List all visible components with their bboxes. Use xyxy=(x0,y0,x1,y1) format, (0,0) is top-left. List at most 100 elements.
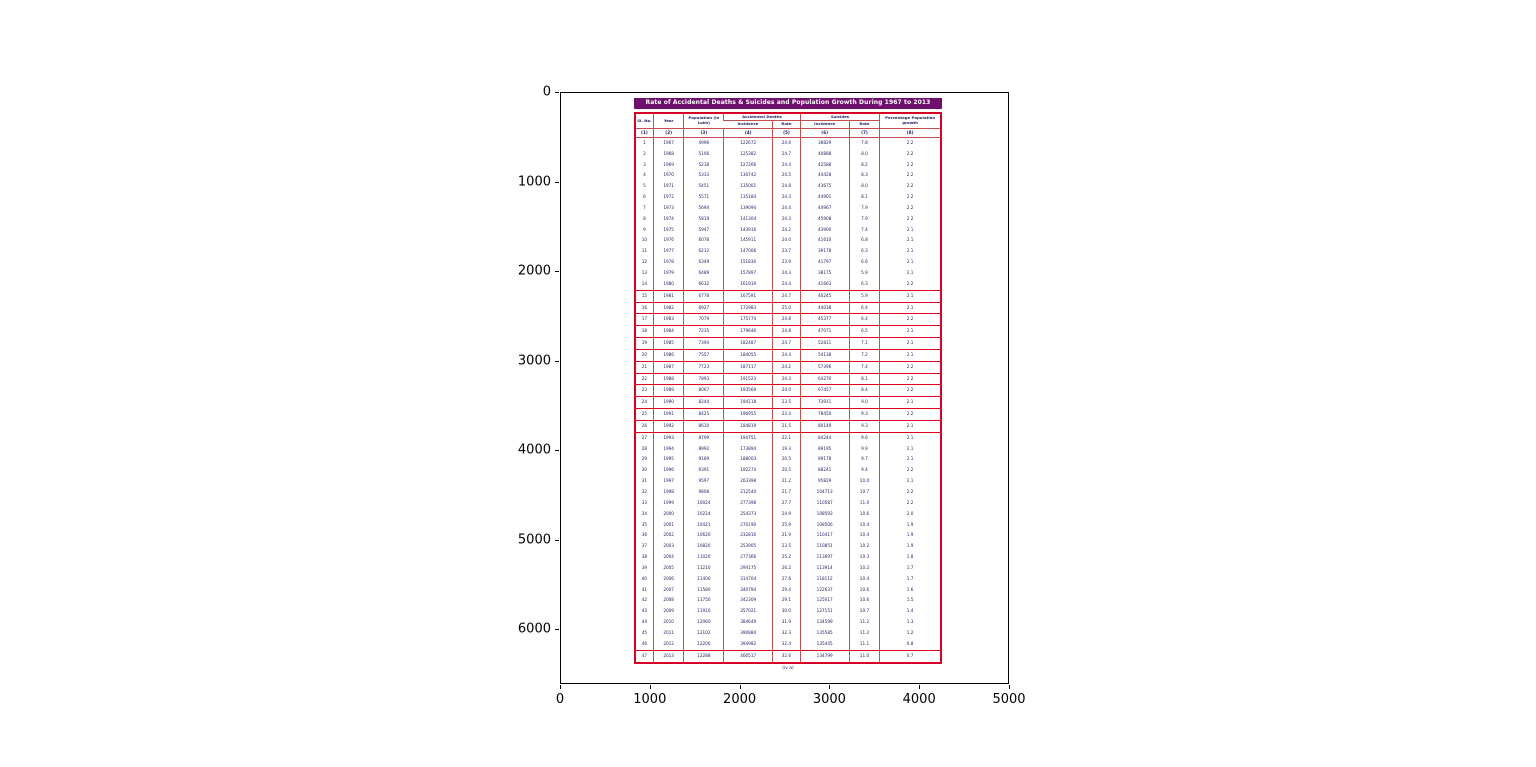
table-cell: 2.1 xyxy=(879,267,941,279)
table-cell: 1988 xyxy=(652,372,684,386)
table-cell: 253905 xyxy=(723,541,773,553)
table-cell: 52811 xyxy=(799,337,850,350)
table-cell: 7.1 xyxy=(848,337,880,350)
table-cell: 45377 xyxy=(799,313,850,327)
table-cell: 1996 xyxy=(652,465,684,477)
table-cell: 46 xyxy=(641,640,648,646)
table-cell: 89178 xyxy=(799,454,850,466)
x-tick-label: 1000 xyxy=(633,692,667,707)
table-cell: 1.9 xyxy=(879,530,941,542)
table-cell: 2011 xyxy=(652,627,684,639)
table-cell: 1970 xyxy=(652,170,684,182)
table-cell: 21.7 xyxy=(772,487,801,498)
table-cell: 9.3 xyxy=(848,419,880,433)
table-cell: 10.6 xyxy=(848,508,880,520)
table-cell: 18 xyxy=(635,325,654,339)
table-cell: 5947 xyxy=(683,224,724,236)
table-cell: 21.5 xyxy=(772,419,801,433)
x-tick-label: 4000 xyxy=(902,692,936,707)
table-cell: 24.3 xyxy=(772,267,801,279)
table-cell: 6.4 xyxy=(848,313,880,327)
table-row: 4 1970 5333 130742 24.5 44428 8.3 2.2 xyxy=(635,170,941,182)
table-cell: 135001 xyxy=(723,181,773,193)
table-cell: 270190 xyxy=(723,519,773,531)
table-cell: 7557 xyxy=(683,348,724,362)
table-cell: 29.1 xyxy=(772,595,801,607)
table-cell: 2009 xyxy=(652,606,684,618)
table-cell: 24.7 xyxy=(772,337,801,350)
table-cell: 84244 xyxy=(799,432,850,444)
table-row: 42 2008 11750 342309 29.1 125017 10.6 1.5 xyxy=(635,595,941,607)
table-cell: 110851 xyxy=(799,541,850,553)
table-cell: 41797 xyxy=(799,257,850,268)
table-cell: 2.2 xyxy=(879,487,941,498)
table-row: 6 1972 5571 135184 24.3 44901 8.1 2.2 xyxy=(635,192,941,203)
table-cell: 1.8 xyxy=(879,552,941,563)
table-row: 3 1969 5218 127266 24.4 42588 8.2 2.2 xyxy=(635,159,941,171)
table-cell: 1.5 xyxy=(879,595,941,607)
table-row: 33 1999 10024 277398 27.7 110587 11.0 2.2 xyxy=(635,497,941,509)
table-cell: 23.9 xyxy=(772,257,801,268)
table-cell: 5 xyxy=(643,183,646,189)
table-cell: 12 xyxy=(641,259,648,265)
table-cell: 6.4 xyxy=(848,301,880,315)
table-cell: 10.7 xyxy=(848,487,880,498)
table-cell: 1983 xyxy=(652,313,684,327)
header-ad-incidence: Incidence xyxy=(723,120,773,129)
table-cell: 24.3 xyxy=(772,192,801,203)
table-cell: 2.1 xyxy=(879,476,941,488)
table-cell: 43675 xyxy=(799,181,850,193)
table-cell: 8425 xyxy=(683,408,724,421)
table-row: 17 1983 7079 175774 24.8 45377 6.4 2.2 xyxy=(635,313,941,327)
table-cell: 24.4 xyxy=(772,202,801,214)
table-cell: 47071 xyxy=(799,325,850,339)
table-cell: 30.0 xyxy=(772,606,801,618)
table-cell: 4996 xyxy=(683,137,724,149)
table-cell: 24.0 xyxy=(772,235,801,247)
table-row: 9 1975 5947 143916 24.2 43900 7.4 2.1 xyxy=(635,224,941,236)
table-cell: 0.7 xyxy=(879,649,941,663)
table-cell: 2006 xyxy=(652,573,684,585)
table-cell: 6778 xyxy=(683,289,724,303)
table-cell: 10.2 xyxy=(848,562,880,574)
table-cell: 113914 xyxy=(799,562,850,574)
table-cell: 400517 xyxy=(723,649,773,663)
table-cell: 11.0 xyxy=(848,497,880,509)
table-cell: 24.8 xyxy=(772,181,801,193)
table-cell: 1992 xyxy=(652,419,684,433)
table-cell: 32 xyxy=(641,489,648,495)
table-cell: 108506 xyxy=(799,519,850,531)
table-cell: 9.7 xyxy=(848,454,880,466)
table-cell: 2.2 xyxy=(879,384,941,398)
table-cell: 2013 xyxy=(652,649,684,663)
table-cell: 8.1 xyxy=(848,192,880,203)
table-cell: 26.2 xyxy=(772,562,801,574)
table-cell: 24.2 xyxy=(772,224,801,236)
table-cell: 2005 xyxy=(652,562,684,574)
table-cell: 2.2 xyxy=(879,408,941,421)
table-cell: 2.1 xyxy=(879,289,941,303)
table-cell: 38 xyxy=(641,554,648,560)
table-cell: 23.5 xyxy=(772,396,801,410)
y-tick-label: 3000 xyxy=(517,353,551,368)
table-cell: 39178 xyxy=(799,246,850,258)
y-tick-mark xyxy=(555,539,559,541)
table-cell: 23.7 xyxy=(772,246,801,258)
table-cell: 192274 xyxy=(723,465,773,477)
table-cell: 110587 xyxy=(799,497,850,509)
table-cell: 196955 xyxy=(723,408,773,421)
x-tick-label: 3000 xyxy=(812,692,846,707)
table-cell: 25.9 xyxy=(772,519,801,531)
table-cell: 31.9 xyxy=(772,617,801,628)
table-cell: 6.3 xyxy=(848,246,880,258)
table-cell: 24.4 xyxy=(772,159,801,171)
header-year: Year xyxy=(652,112,684,129)
table-cell: 2.2 xyxy=(879,202,941,214)
table-cell: 13 xyxy=(641,269,648,275)
column-number-cell: (5) xyxy=(772,128,801,138)
table-cell: 2.1 xyxy=(879,257,941,268)
table-cell: 175774 xyxy=(723,313,773,327)
y-tick-label: 1000 xyxy=(517,174,551,189)
table-cell: 44 xyxy=(641,619,648,625)
table-cell: 1990 xyxy=(652,396,684,410)
